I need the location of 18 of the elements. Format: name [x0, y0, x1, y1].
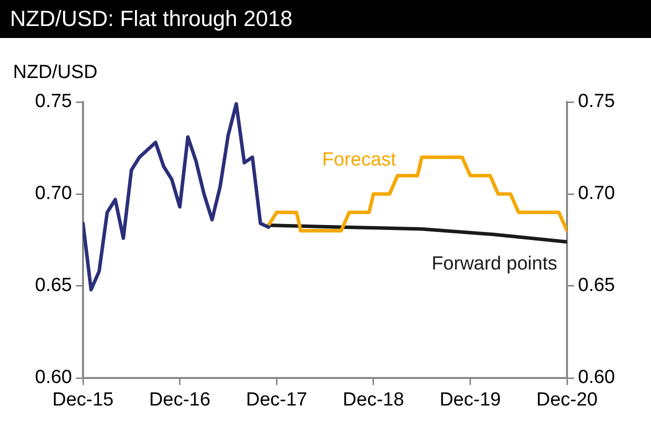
y2-tick-label: 0.75: [578, 91, 615, 112]
y2-tick-label: 0.65: [578, 275, 615, 296]
y-tick-label: 0.65: [35, 275, 72, 296]
x-tick-label: Dec-17: [246, 390, 308, 411]
y-axis-title: NZD/USD: [13, 62, 98, 84]
x-tick-label: Dec-20: [536, 390, 598, 411]
x-tick-label: Dec-18: [342, 390, 404, 411]
x-tick-label: Dec-19: [440, 390, 501, 411]
series-label: Forward points: [432, 254, 558, 275]
series-label: Forecast: [322, 150, 397, 171]
x-tick-label: Dec-15: [52, 390, 114, 411]
chart-title: NZD/USD: Flat through 2018: [0, 0, 651, 38]
x-tick-label: Dec-16: [149, 390, 210, 411]
y-tick-label: 0.60: [35, 367, 72, 388]
y-tick-label: 0.70: [35, 183, 72, 204]
y2-tick-label: 0.70: [578, 183, 615, 204]
y2-tick-label: 0.60: [578, 367, 615, 388]
y-tick-label: 0.75: [35, 91, 72, 112]
